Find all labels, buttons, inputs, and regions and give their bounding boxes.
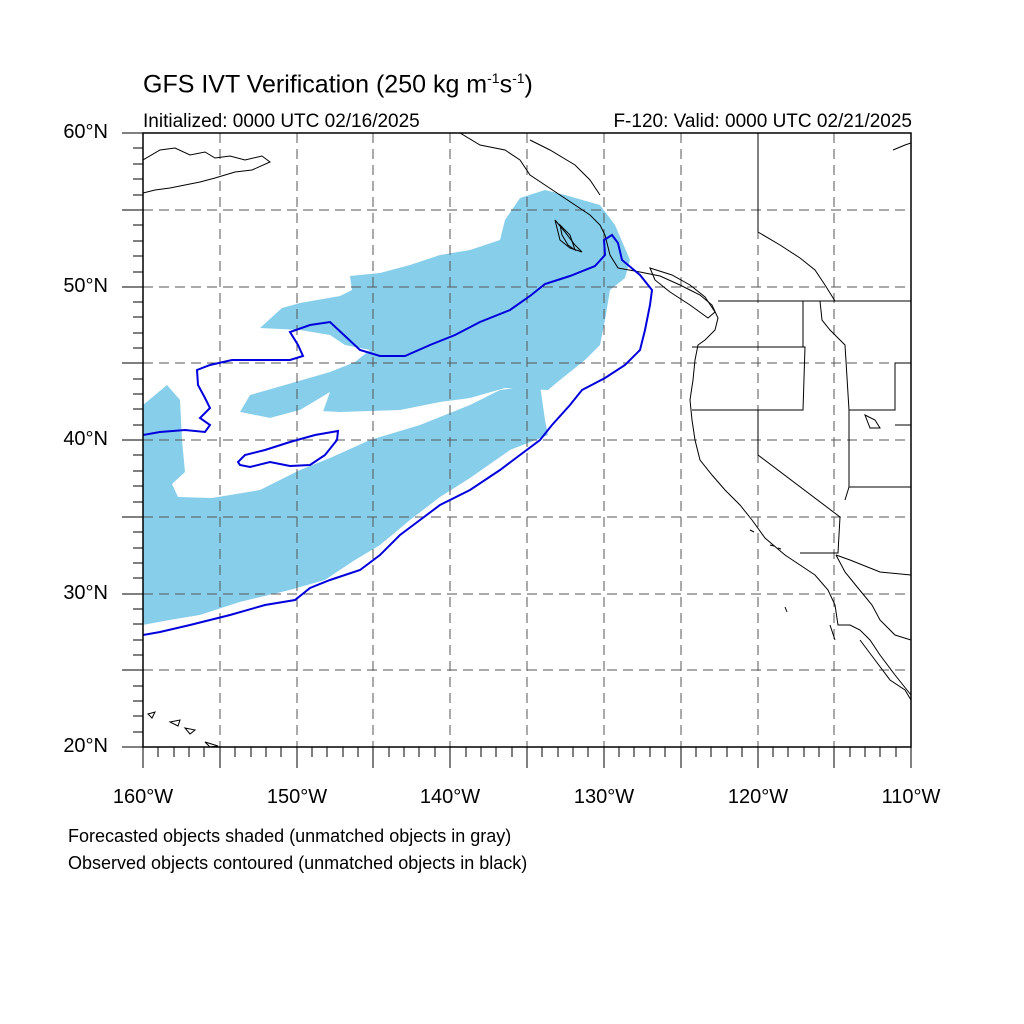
lat-label-20n: 20°N xyxy=(63,735,108,757)
lon-label-130w: 130°W xyxy=(573,786,635,808)
observed-object-contour xyxy=(143,233,654,636)
initialized-label: Initialized: 0000 UTC 02/16/2025 xyxy=(143,111,420,132)
footnote-forecast: Forecasted objects shaded (unmatched obj… xyxy=(68,826,512,846)
forecast-object-gap xyxy=(240,392,330,455)
lon-label-120w: 120°W xyxy=(727,786,789,808)
valid-time-label: F-120: Valid: 0000 UTC 02/21/2025 xyxy=(613,111,912,132)
forecast-object-gap-south xyxy=(143,560,355,632)
footnote-observed: Observed objects contoured (unmatched ob… xyxy=(68,853,528,873)
lon-label-160w: 160°W xyxy=(112,786,174,808)
lon-label-140w: 140°W xyxy=(419,786,481,808)
observed-object-contour-inner xyxy=(236,429,340,469)
forecast-object-shading xyxy=(143,190,630,625)
axis-ticks xyxy=(122,132,912,768)
lon-label-150w: 150°W xyxy=(266,786,328,808)
axis-minor-ticks xyxy=(133,147,897,757)
lon-label-110w: 110°W xyxy=(881,786,941,808)
coastlines xyxy=(143,133,911,747)
map-title: GFS IVT Verification (250 kg m-1s-1) xyxy=(143,70,533,99)
lat-label-40n: 40°N xyxy=(63,428,108,450)
lat-label-60n: 60°N xyxy=(63,121,108,143)
lat-label-50n: 50°N xyxy=(63,275,108,297)
lat-label-30n: 30°N xyxy=(63,582,108,604)
